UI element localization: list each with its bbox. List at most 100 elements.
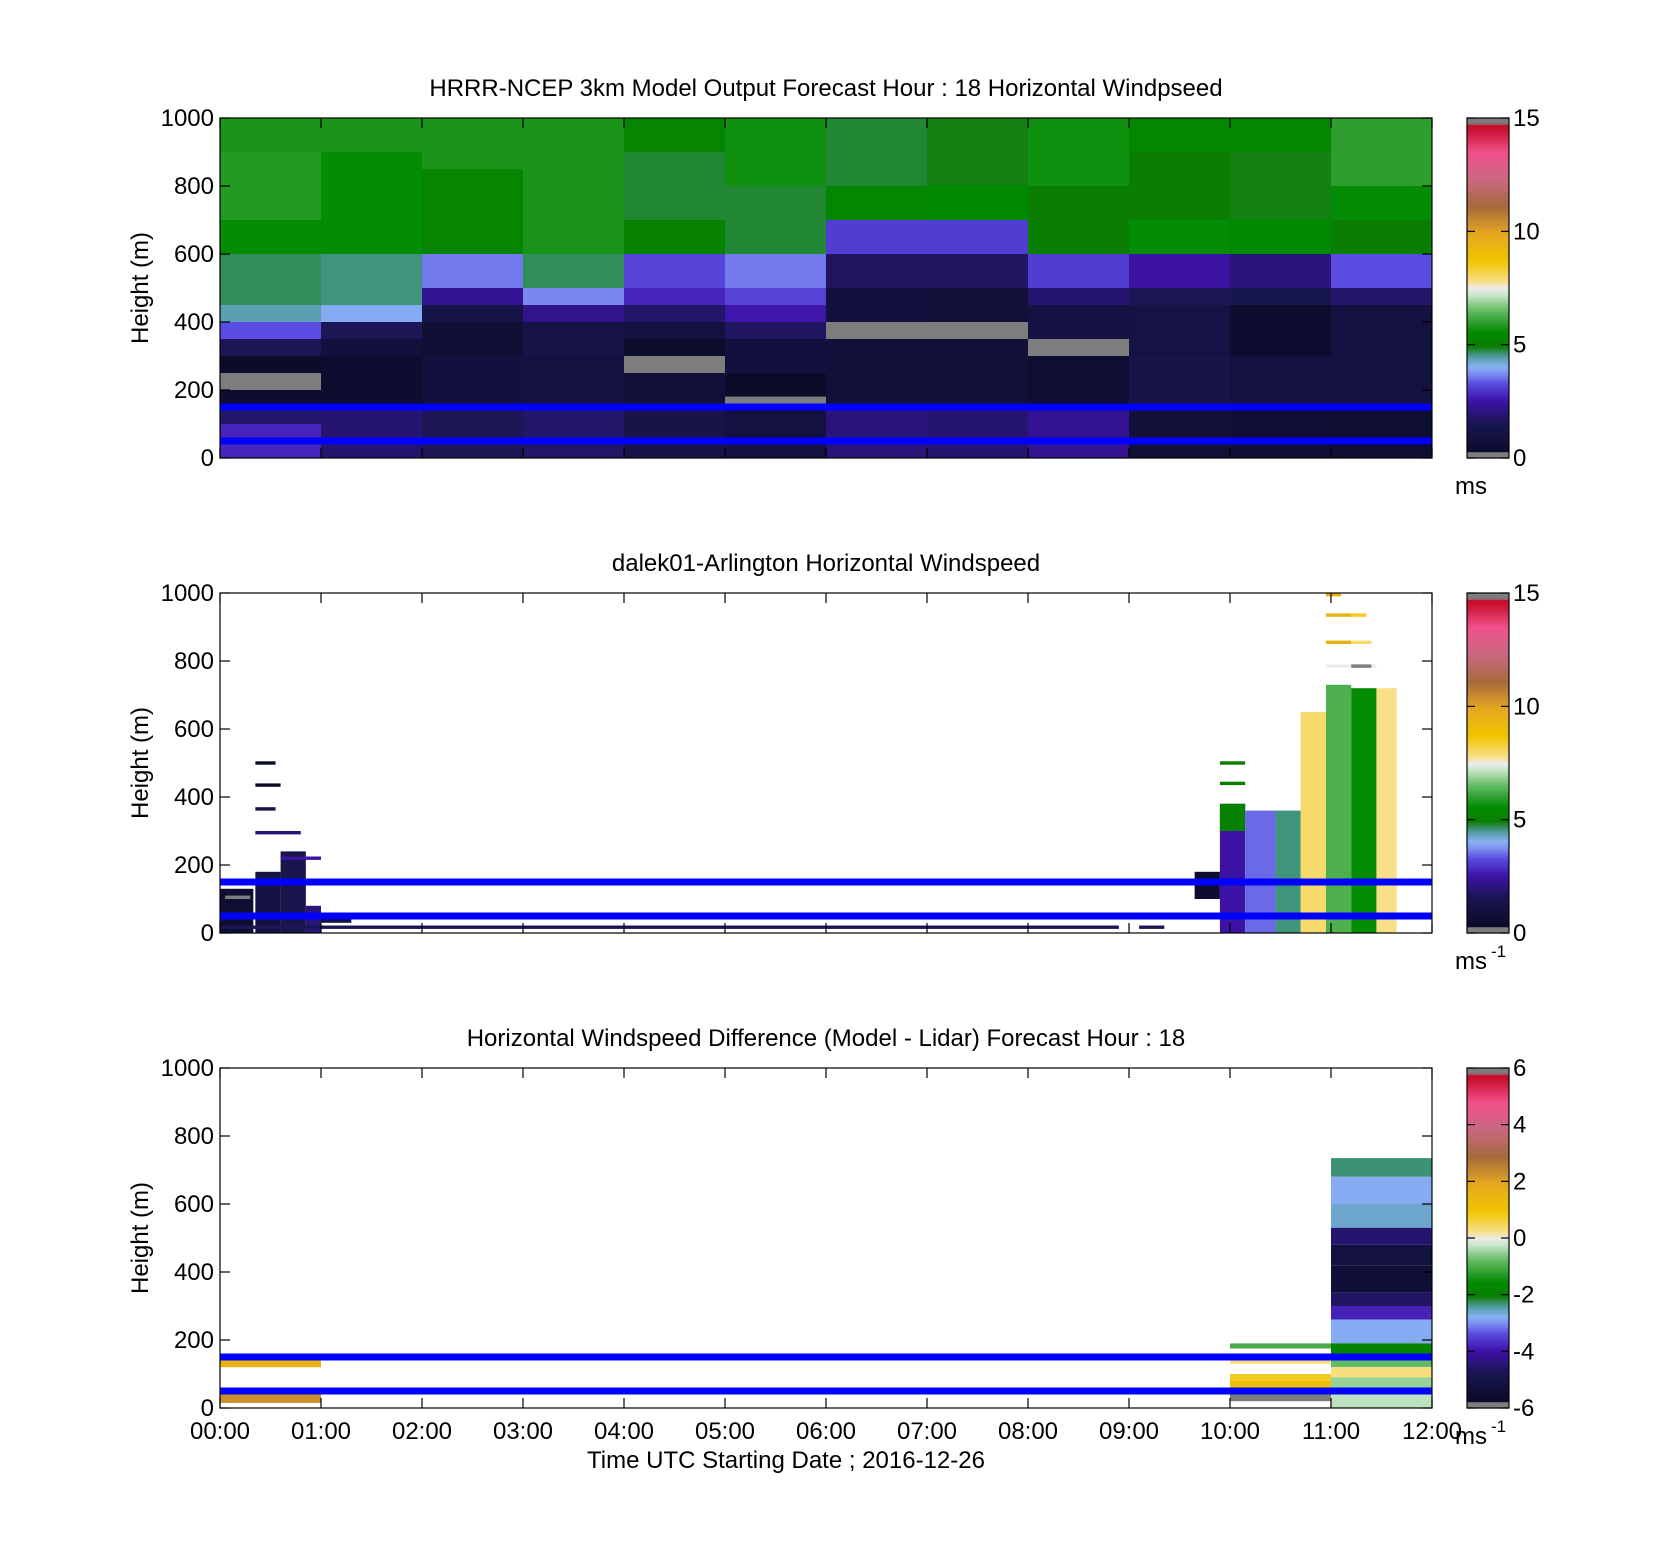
- colorbar-segment: [1467, 1091, 1509, 1095]
- colorbar-segment: [1467, 1072, 1509, 1075]
- colorbar-segment: [1467, 1259, 1509, 1262]
- colorbar-segment: [1467, 639, 1509, 643]
- colorbar-segment: [1467, 1293, 1509, 1296]
- heatmap-cell: [1230, 356, 1331, 407]
- colorbar-segment: [1467, 430, 1509, 434]
- heatmap-cell: [422, 118, 523, 169]
- heatmap-cell: [422, 288, 523, 305]
- x-axis-label: Time UTC Starting Date ; 2016-12-26: [587, 1447, 985, 1474]
- colorbar-segment: [1467, 319, 1509, 323]
- colorbar-segment: [1467, 1218, 1509, 1222]
- colorbar-segment: [1467, 909, 1509, 913]
- heatmap-cell: [220, 220, 321, 254]
- colorbar-segment: [1467, 1269, 1509, 1273]
- colorbar-segment: [1467, 273, 1509, 276]
- colorbar-segment: [1467, 797, 1509, 800]
- colorbar-segment: [1467, 1325, 1509, 1328]
- colorbar-tick-label: 0: [1513, 445, 1526, 472]
- colorbar-segment: [1467, 663, 1509, 666]
- heatmap-cell: [1230, 118, 1331, 152]
- colorbar-segment: [1467, 421, 1509, 425]
- colorbar-segment: [1467, 1403, 1509, 1407]
- colorbar-segment: [1467, 1165, 1509, 1169]
- colorbar-segment: [1467, 780, 1509, 783]
- heatmap-cell: [220, 152, 321, 220]
- colorbar-segment: [1467, 599, 1509, 603]
- colorbar-segment: [1467, 186, 1509, 189]
- colorbar-unit: ms: [1455, 948, 1487, 975]
- colorbar-segment: [1467, 875, 1509, 879]
- y-axis-label: Height (m): [127, 232, 154, 344]
- colorbar-segment: [1467, 667, 1509, 671]
- colorbar-segment: [1467, 181, 1509, 185]
- colorbar-segment: [1467, 682, 1509, 685]
- colorbar-segment: [1467, 627, 1509, 630]
- colorbar-segment: [1467, 339, 1509, 342]
- colorbar-segment: [1467, 137, 1509, 140]
- heatmap-cell: [422, 407, 523, 458]
- colorbar-segment: [1467, 892, 1509, 896]
- colorbar-segment: [1467, 807, 1509, 811]
- colorbar-segment: [1467, 254, 1509, 257]
- heatmap-cell: [1028, 356, 1129, 407]
- colorbar-segment: [1467, 1114, 1509, 1118]
- colorbar-segment: [1467, 801, 1509, 804]
- colorbar-segment: [1467, 695, 1509, 698]
- colorbar-segment: [1467, 726, 1509, 730]
- colorbar-segment: [1467, 1255, 1509, 1258]
- colorbar-segment: [1467, 341, 1509, 344]
- colorbar-segment: [1467, 402, 1509, 406]
- colorbar-segment: [1467, 822, 1509, 826]
- colorbar-segment: [1467, 392, 1509, 395]
- colorbar-segment: [1467, 166, 1509, 170]
- colorbar-segment: [1467, 788, 1509, 792]
- colorbar-segment: [1467, 1346, 1509, 1350]
- colorbar-segment: [1467, 1337, 1509, 1341]
- colorbar-segment: [1467, 366, 1509, 370]
- colorbar-segment: [1467, 1187, 1509, 1190]
- colorbar-segment: [1467, 436, 1509, 440]
- heatmap-cell: [1028, 407, 1129, 458]
- colorbar-segment: [1467, 890, 1509, 894]
- colorbar-segment: [1467, 820, 1509, 824]
- colorbar-segment: [1467, 1099, 1509, 1103]
- colorbar-segment: [1467, 748, 1509, 751]
- colorbar-segment: [1467, 920, 1509, 923]
- colorbar-segment: [1467, 841, 1509, 845]
- heatmap-cell: [1331, 1265, 1432, 1293]
- colorbar-segment: [1467, 1261, 1509, 1265]
- heatmap-cell: [422, 305, 523, 322]
- heatmap-cell: [1331, 1204, 1432, 1228]
- heatmap-cell: [927, 407, 1028, 458]
- heatmap-cell: [1230, 1374, 1331, 1381]
- colorbar-segment: [1467, 595, 1509, 598]
- heatmap-cell: [624, 407, 725, 458]
- colorbar-segment: [1467, 1102, 1509, 1105]
- colorbar-segment: [1467, 1129, 1509, 1133]
- colorbar-segment: [1467, 343, 1509, 346]
- colorbar-segment: [1467, 307, 1509, 310]
- colorbar-segment: [1467, 1333, 1509, 1337]
- colorbar-segment: [1467, 360, 1509, 363]
- heatmap-cell: [624, 288, 725, 305]
- colorbar-segment: [1467, 818, 1509, 821]
- colorbar-segment: [1467, 652, 1509, 656]
- colorbar-segment: [1467, 1354, 1509, 1358]
- colorbar-segment: [1467, 1384, 1509, 1388]
- colorbar-segment: [1467, 411, 1509, 414]
- colorbar-tick-label: -6: [1513, 1395, 1534, 1422]
- heatmap-cell: [1219, 803, 1246, 831]
- colorbar-segment: [1467, 718, 1509, 722]
- colorbar-segment: [1467, 1225, 1509, 1228]
- colorbar-segment: [1467, 417, 1509, 421]
- heatmap-cell: [1028, 305, 1129, 339]
- colorbar-segment: [1467, 1248, 1509, 1252]
- colorbar-segment: [1467, 1125, 1509, 1129]
- y-tick-label: 800: [174, 648, 214, 675]
- colorbar-segment: [1467, 205, 1509, 208]
- heatmap-cell: [1139, 925, 1165, 929]
- colorbar-segment: [1467, 831, 1509, 834]
- colorbar-segment: [1467, 152, 1509, 155]
- colorbar-segment: [1467, 192, 1509, 196]
- colorbar-segment: [1467, 860, 1509, 864]
